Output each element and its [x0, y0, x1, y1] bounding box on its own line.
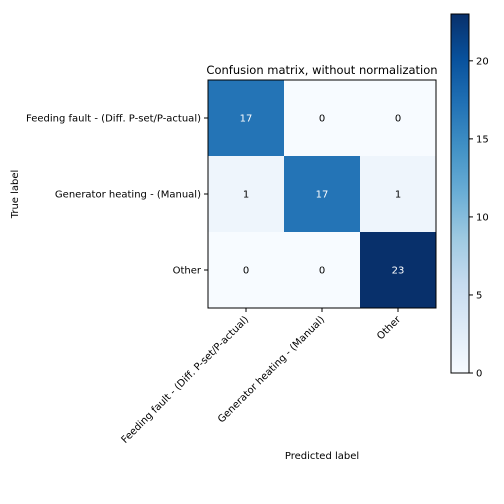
cell-value-label: 1 — [243, 190, 249, 201]
cell-value-label: 0 — [319, 114, 325, 125]
cell-value-label: 0 — [395, 114, 401, 125]
cell-value-label: 23 — [392, 266, 405, 277]
colorbar-tick-label: 10 — [476, 212, 489, 223]
y-axis-ticks: Feeding fault - (Diff. P-set/P-actual) Ge… — [26, 114, 208, 277]
cell-value-label: 1 — [395, 190, 401, 201]
colorbar-ticks: 0 5 10 15 20 — [469, 56, 489, 379]
colorbar-tick-label: 0 — [476, 369, 482, 380]
cell-value-label: 0 — [319, 266, 325, 277]
y-tick-label: Generator heating - (Manual) — [55, 190, 201, 201]
colorbar-gradient — [451, 14, 469, 373]
colorbar-tick-label: 20 — [476, 56, 489, 67]
x-axis-label: Predicted label — [285, 451, 359, 462]
y-axis-label: True label — [10, 170, 21, 220]
x-tick-label: Other — [375, 314, 403, 342]
cell-value-label: 0 — [243, 266, 249, 277]
x-tick-label: Feeding fault - (Diff. P-set/P-actual) — [120, 314, 252, 446]
y-tick-label: Feeding fault - (Diff. P-set/P-actual) — [26, 114, 201, 125]
colorbar: 0 5 10 15 20 — [451, 14, 489, 380]
colorbar-tick-label: 15 — [476, 134, 489, 145]
x-axis-ticks: Feeding fault - (Diff. P-set/P-actual)Ge… — [120, 308, 404, 446]
colorbar-tick-label: 5 — [476, 290, 482, 301]
y-tick-label: Other — [173, 266, 202, 277]
cell-value-label: 17 — [316, 190, 329, 201]
chart-title: Confusion matrix, without normalization — [206, 63, 437, 77]
cell-value-label: 17 — [240, 114, 253, 125]
